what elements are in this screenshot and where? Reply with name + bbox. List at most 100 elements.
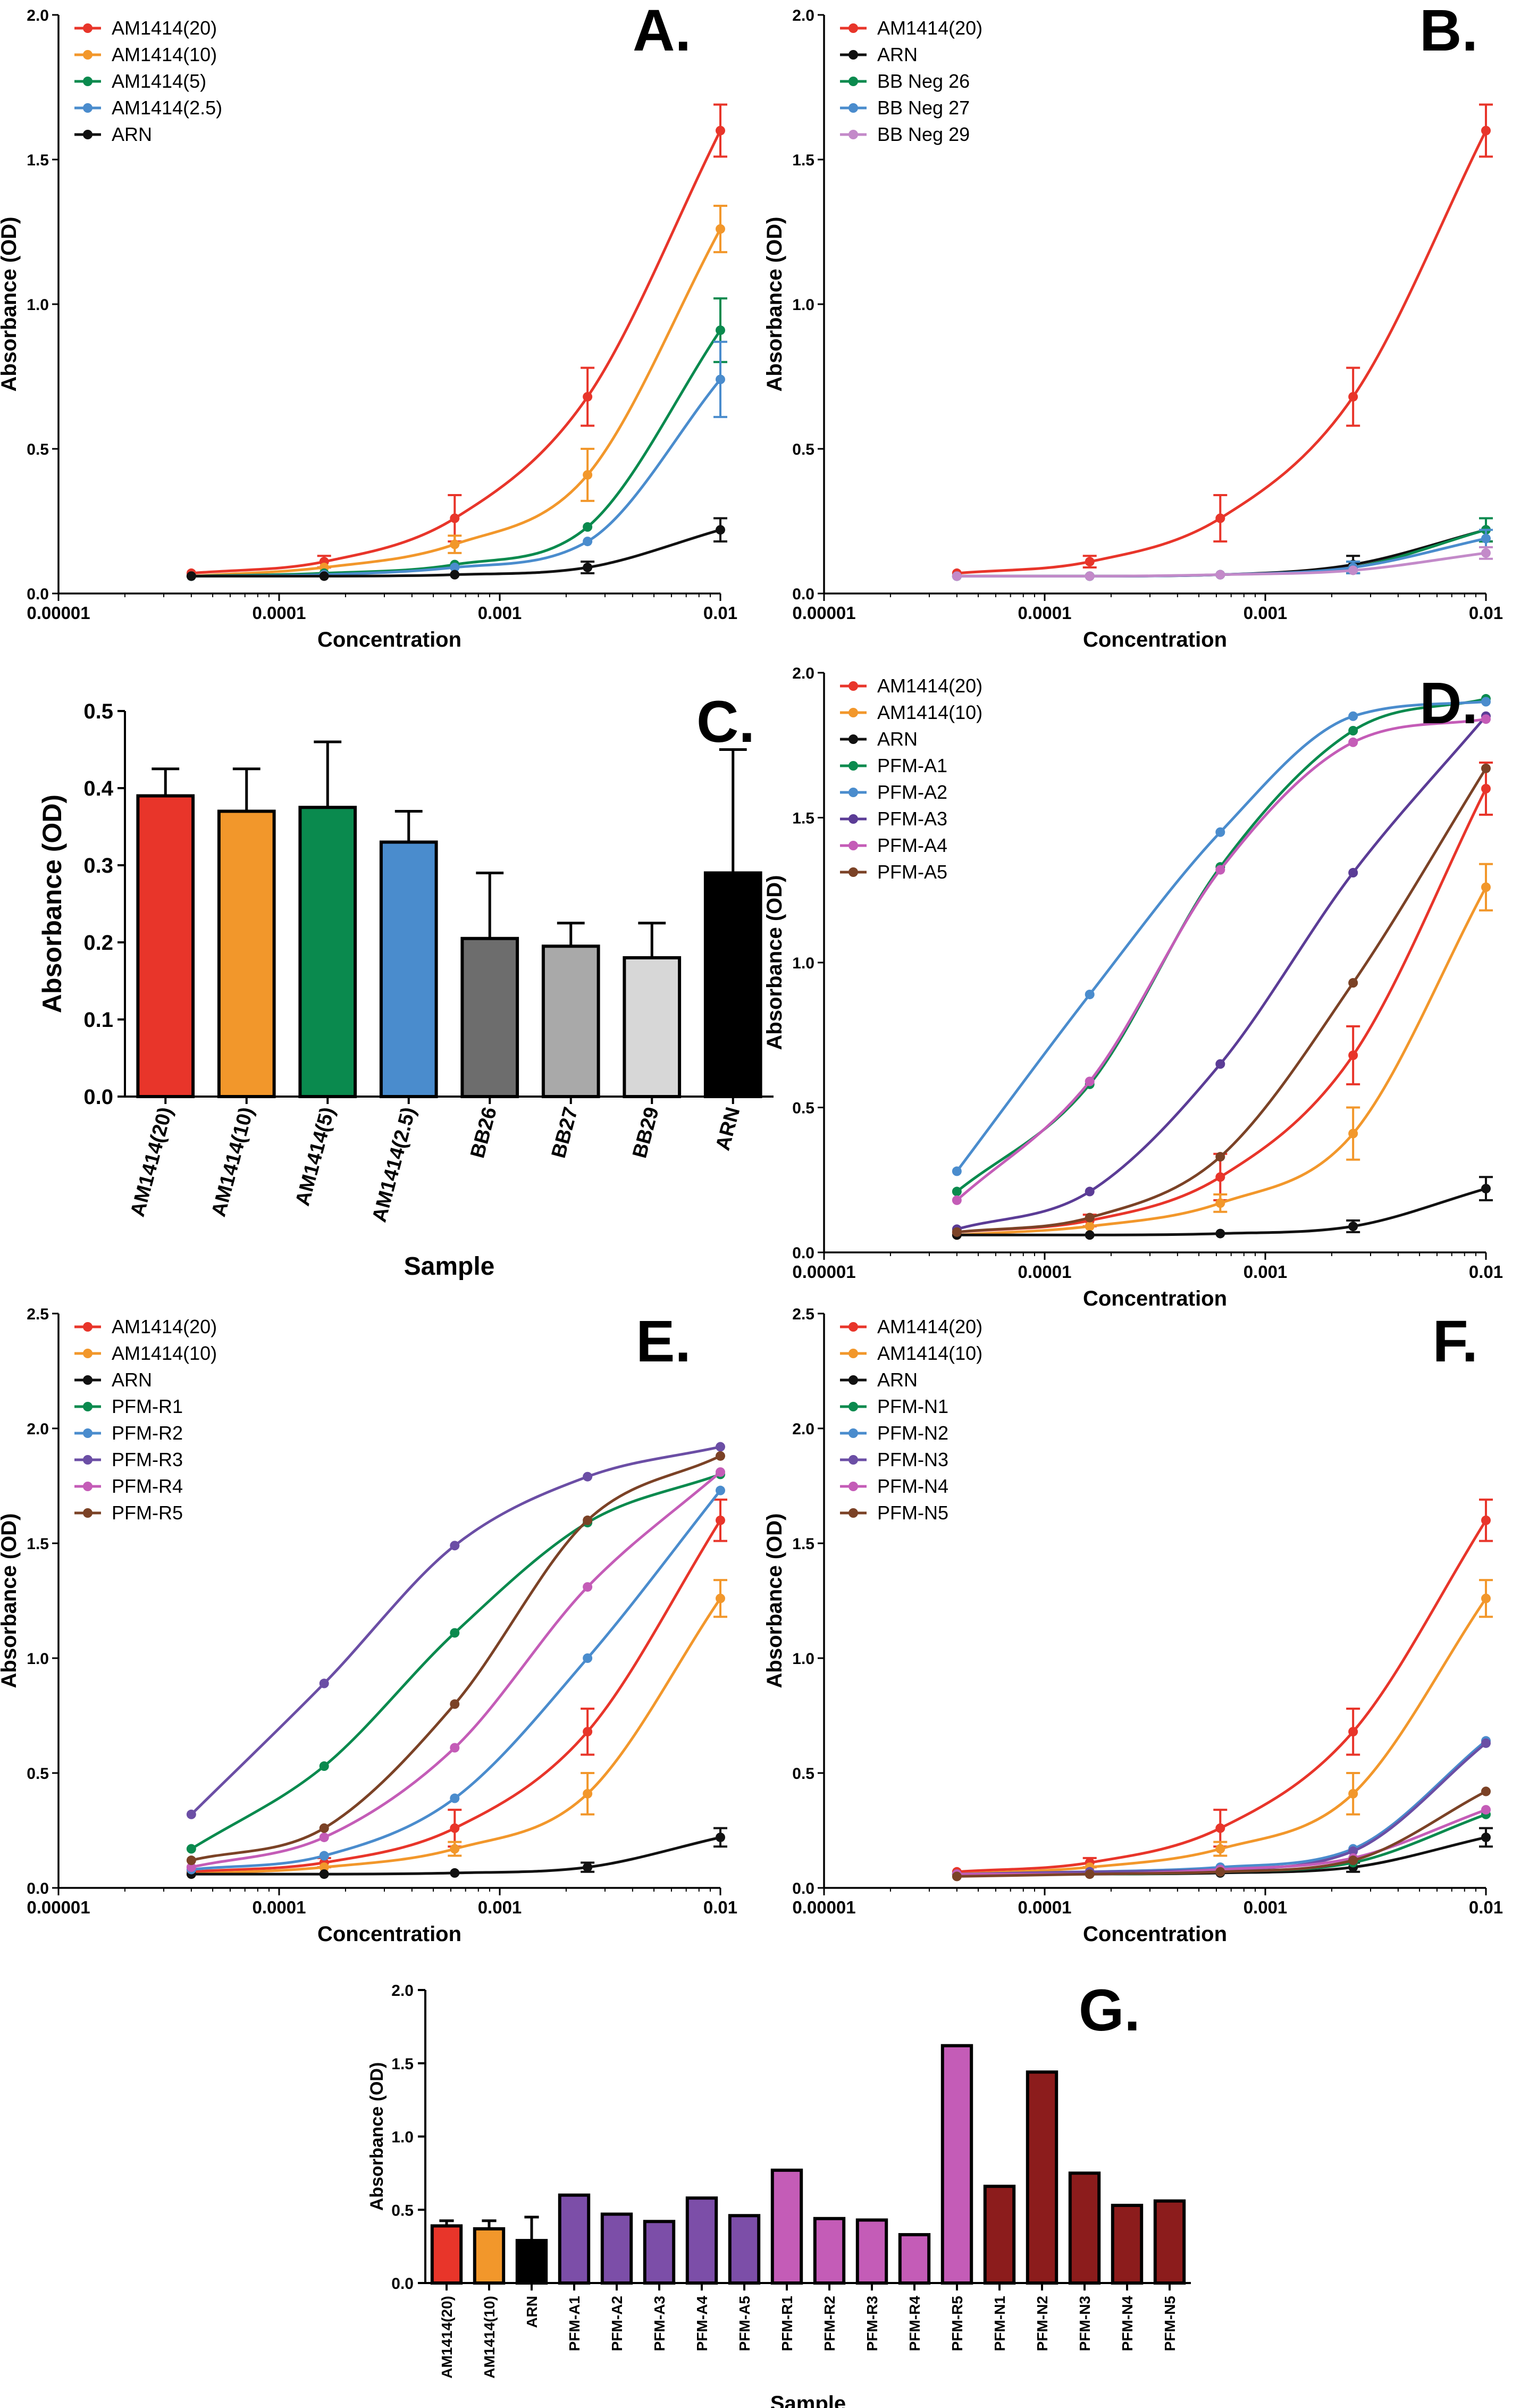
legend-label: PFM-N3 [877,1449,948,1470]
x-tick-label: 0.01 [703,1897,737,1917]
series-line [956,697,1486,1193]
data-point [1085,1869,1095,1879]
series-pfm-a4 [952,714,1491,1205]
legend-swatch-marker [83,1482,93,1491]
data-point [1348,1050,1358,1060]
y-tick-label: 1.0 [792,1650,814,1668]
bar-pfm-a2 [600,2212,633,2285]
series-pfm-a1 [952,694,1491,1197]
data-point [1481,697,1491,707]
x-axis-title: Concentration [1083,1287,1227,1310]
legend-label: PFM-A4 [877,834,947,856]
series-am1414-5 [186,297,727,581]
legend-label: AM1414(20) [877,675,982,697]
bar-pfm-a4 [685,2196,718,2285]
series-am1414-10 [186,205,727,581]
series-arn [186,517,727,581]
series-am1414-20 [186,103,727,578]
legend-swatch-marker [848,1349,858,1358]
series-line [191,130,722,575]
x-tick-label: PFM-A3 [651,2296,668,2351]
legend: AM1414(20) AM1414(10) ARN PFM-N1 PFM-N2 PFM-N… [840,1316,982,1524]
data-point [1348,1788,1358,1799]
x-tick-label: PFM-A5 [736,2296,753,2351]
data-point [952,1166,962,1176]
bar [1068,2171,1101,2285]
legend-label: ARN [877,44,918,65]
data-point [319,571,329,581]
x-tick-label: PFM-A2 [609,2296,625,2351]
bar-am1414-10 [217,767,276,1098]
data-point [1085,557,1095,567]
data-point [1215,1823,1225,1833]
data-point [583,1653,593,1663]
data-point [583,1862,593,1872]
data-point [450,1628,460,1638]
bar [217,809,276,1098]
x-axis-title: Concentration [1083,628,1227,651]
x-tick-label: 0.0001 [253,1897,306,1917]
data-point [716,1832,725,1842]
data-point [186,1855,196,1866]
data-point [1348,1855,1358,1866]
series-line [956,1740,1487,1876]
bar [685,2196,718,2285]
x-tick-label: 0.0001 [1018,603,1072,623]
data-point [1481,548,1491,558]
x-tick-label: PFM-R2 [821,2296,838,2351]
data-point [1215,1152,1225,1162]
series-line [191,1471,721,1869]
data-point [1085,571,1095,581]
x-tick-label: 0.01 [1469,603,1503,623]
bar [728,2214,761,2285]
x-tick-label: PFM-R4 [906,2296,923,2352]
x-tick-label: AM1414(10) [207,1105,258,1219]
series-pfm-r3 [186,1442,725,1819]
y-axis-title: Absorbance (OD) [0,217,21,392]
y-tick-label: 2.0 [391,1982,414,2000]
legend-swatch-marker [848,681,858,691]
y-tick-label: 1.5 [792,152,814,169]
data-point [1348,711,1358,721]
data-point [450,563,460,573]
legend-label: ARN [112,123,152,145]
bar-pfm-n1 [983,2185,1016,2285]
data-point [716,374,725,384]
bar-pfm-r1 [770,2168,803,2285]
legend-swatch-marker [83,1375,93,1385]
data-point [952,1195,962,1205]
data-point [1348,1221,1358,1231]
legend-swatch-marker [848,708,858,717]
bar [379,840,438,1098]
data-point [1348,565,1358,575]
series-am1414-10 [186,1579,727,1879]
x-tick-label: BB27 [548,1105,583,1160]
data-point [716,224,725,234]
data-point [583,537,593,547]
data-point [1348,1846,1358,1856]
data-point [1481,1805,1491,1815]
data-point [1481,533,1491,544]
y-axis-title: Absorbance (OD) [763,217,786,392]
data-point [1085,1186,1095,1197]
series-am1414-20 [186,1498,727,1877]
panel-letter: E. [636,1309,691,1374]
x-tick-label: PFM-N5 [1162,2296,1178,2351]
data-point [716,126,725,136]
data-point [1481,1786,1491,1796]
data-point [1215,570,1225,580]
y-axis-title: Absorbance (OD) [763,1514,786,1688]
data-point [1085,1213,1095,1223]
y-tick-label: 0.0 [27,586,49,603]
legend-swatch-marker [848,734,858,744]
series-line [191,1598,722,1876]
x-tick-label: 0.00001 [792,1897,855,1917]
y-tick-label: 2.5 [792,1306,814,1323]
data-point [1215,865,1225,875]
y-tick-label: 0.0 [27,1880,49,1897]
legend-label: PFM-N2 [877,1422,948,1444]
x-tick-label: BB29 [628,1105,663,1160]
x-tick-label: AM1414(20) [127,1105,177,1219]
y-tick-label: 0.0 [83,1085,113,1109]
data-point [319,1823,329,1833]
